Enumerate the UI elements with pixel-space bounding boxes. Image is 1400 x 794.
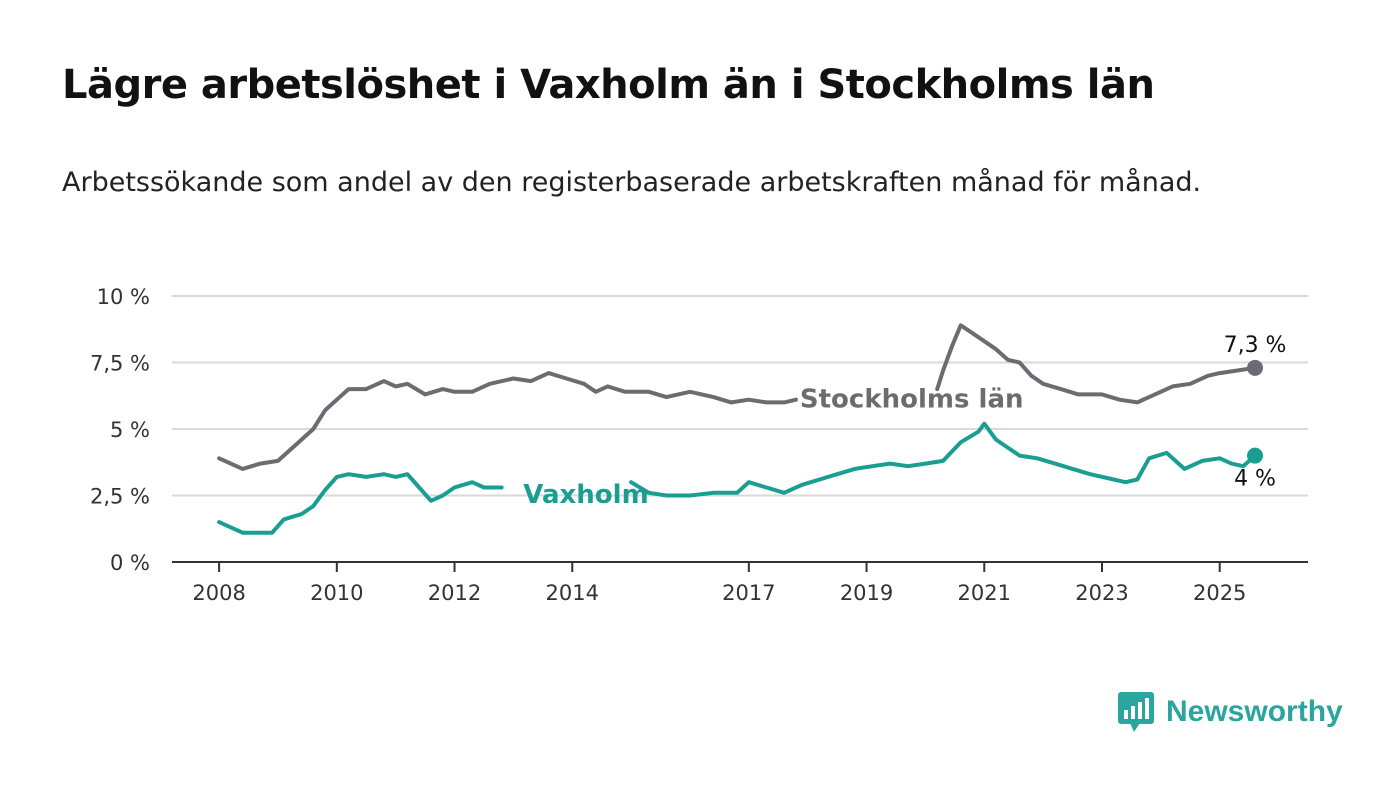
brand-name: Newsworthy <box>1166 695 1343 728</box>
y-tick-label: 5 % <box>110 418 150 442</box>
series-line-stockholms-lan <box>217 371 798 471</box>
end-value-label: 4 % <box>1234 467 1276 492</box>
series-label: Vaxholm <box>523 480 648 510</box>
chart-title: Lägre arbetslöshet i Vaxholm än i Stockh… <box>62 62 1155 108</box>
series-line-stockholms-lan <box>935 323 1257 405</box>
end-point-marker <box>1247 447 1264 464</box>
x-tick-label: 2021 <box>958 581 1011 605</box>
x-tick-label: 2010 <box>310 581 363 605</box>
y-tick-label: 7,5 % <box>90 352 150 376</box>
end-point-marker <box>1247 359 1264 376</box>
x-tick-label: 2023 <box>1075 581 1128 605</box>
newsworthy-logo: Newsworthy <box>1118 690 1343 734</box>
x-tick-label: 2012 <box>428 581 481 605</box>
x-tick-label: 2008 <box>192 581 245 605</box>
x-tick-label: 2014 <box>546 581 599 605</box>
chart-subtitle: Arbetssökande som andel av den registerb… <box>62 167 1202 198</box>
x-tick-label: 2017 <box>722 581 775 605</box>
x-tick-label: 2019 <box>840 581 893 605</box>
end-value-label: 7,3 % <box>1224 333 1287 358</box>
series-line-vaxholm <box>217 472 504 535</box>
y-tick-label: 0 % <box>110 551 150 575</box>
line-chart: 0 % 2,5 % 5 % 7,5 % 10 % 2008 2010 2012 2014 2017… <box>90 285 1308 605</box>
y-tick-label: 2,5 % <box>90 485 150 509</box>
bar-chart-speech-bubble-icon <box>1118 692 1154 732</box>
series-line-vaxholm <box>629 421 1257 498</box>
x-tick-label: 2025 <box>1193 581 1246 605</box>
series-label: Stockholms län <box>800 385 1024 415</box>
y-tick-label: 10 % <box>97 285 150 309</box>
